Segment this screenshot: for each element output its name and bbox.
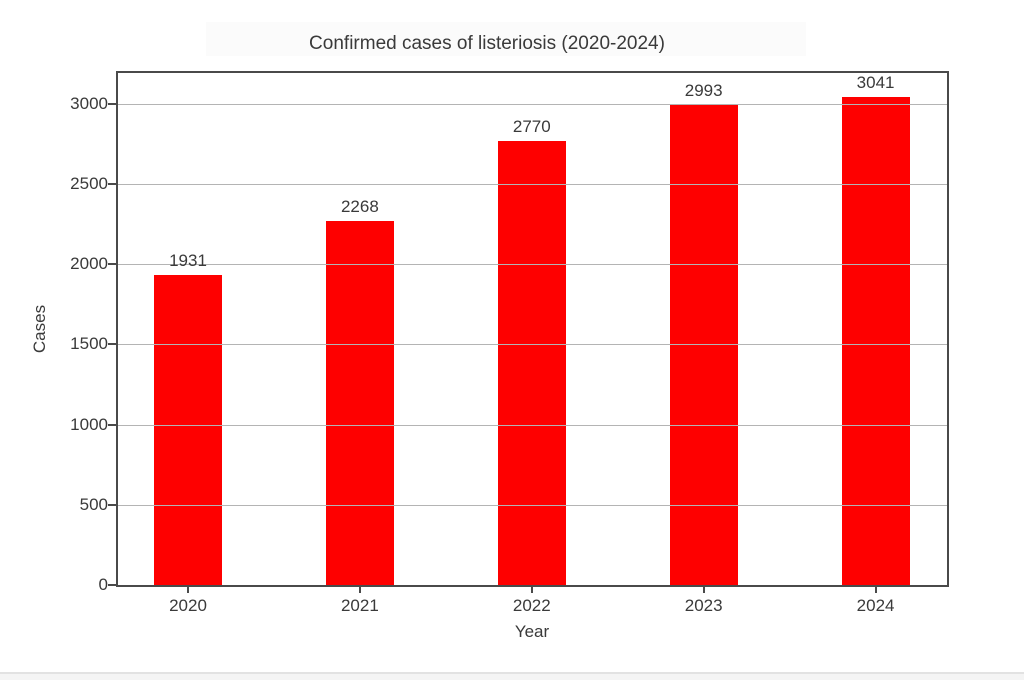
x-tick-label: 2024 xyxy=(856,596,895,615)
y-tick-mark xyxy=(108,584,116,586)
bar-2020 xyxy=(154,275,222,585)
x-tick-mark xyxy=(530,587,533,593)
y-tick-mark xyxy=(108,102,116,105)
plot-area: 1931 2268 2770 2993 3041 xyxy=(116,71,949,587)
x-tick-label: 2022 xyxy=(512,596,551,615)
gridline-2500 xyxy=(118,184,947,186)
y-tick-mark xyxy=(108,183,116,186)
y-tick-label: 2000 xyxy=(70,254,108,274)
y-tick-mark xyxy=(108,263,116,266)
y-tick-mark xyxy=(108,423,116,426)
bottom-divider xyxy=(0,672,1024,680)
chart-title: Confirmed cases of listeriosis (2020-202… xyxy=(309,33,665,54)
gridline-1000 xyxy=(118,424,947,426)
y-tick-label: 3000 xyxy=(70,93,108,113)
bar-2024 xyxy=(841,97,910,585)
x-tick-mark xyxy=(874,587,877,593)
x-tick-label: 2021 xyxy=(340,596,379,615)
bar-value-label: 1931 xyxy=(169,251,207,271)
gridline-2000 xyxy=(118,264,947,266)
x-tick-mark xyxy=(358,587,361,593)
bar-value-label: 2993 xyxy=(684,81,723,101)
x-axis-label: Year xyxy=(514,622,550,641)
x-tick-label: 2023 xyxy=(684,596,723,615)
y-axis-label: Cases xyxy=(30,304,49,354)
y-tick-mark xyxy=(108,503,116,506)
y-tick-label: 1000 xyxy=(70,414,108,434)
y-tick-mark xyxy=(108,343,116,346)
gridline-3000 xyxy=(118,103,947,105)
gridline-500 xyxy=(118,504,947,506)
y-tick-label: 1500 xyxy=(70,334,108,354)
bar-2021 xyxy=(325,221,394,585)
y-tick-label: 500 xyxy=(79,494,108,514)
gridline-1500 xyxy=(118,344,947,346)
bar-value-label: 2268 xyxy=(340,197,379,217)
x-tick-label: 2020 xyxy=(169,596,207,615)
bar-2022 xyxy=(497,140,566,585)
y-tick-label: 2500 xyxy=(70,174,108,194)
x-tick-mark xyxy=(187,587,189,593)
bar-value-label: 3041 xyxy=(856,73,895,93)
x-tick-mark xyxy=(702,587,705,593)
bar-value-label: 2770 xyxy=(512,116,551,136)
y-tick-label: 0 xyxy=(98,575,108,594)
title-backdrop xyxy=(206,22,806,56)
